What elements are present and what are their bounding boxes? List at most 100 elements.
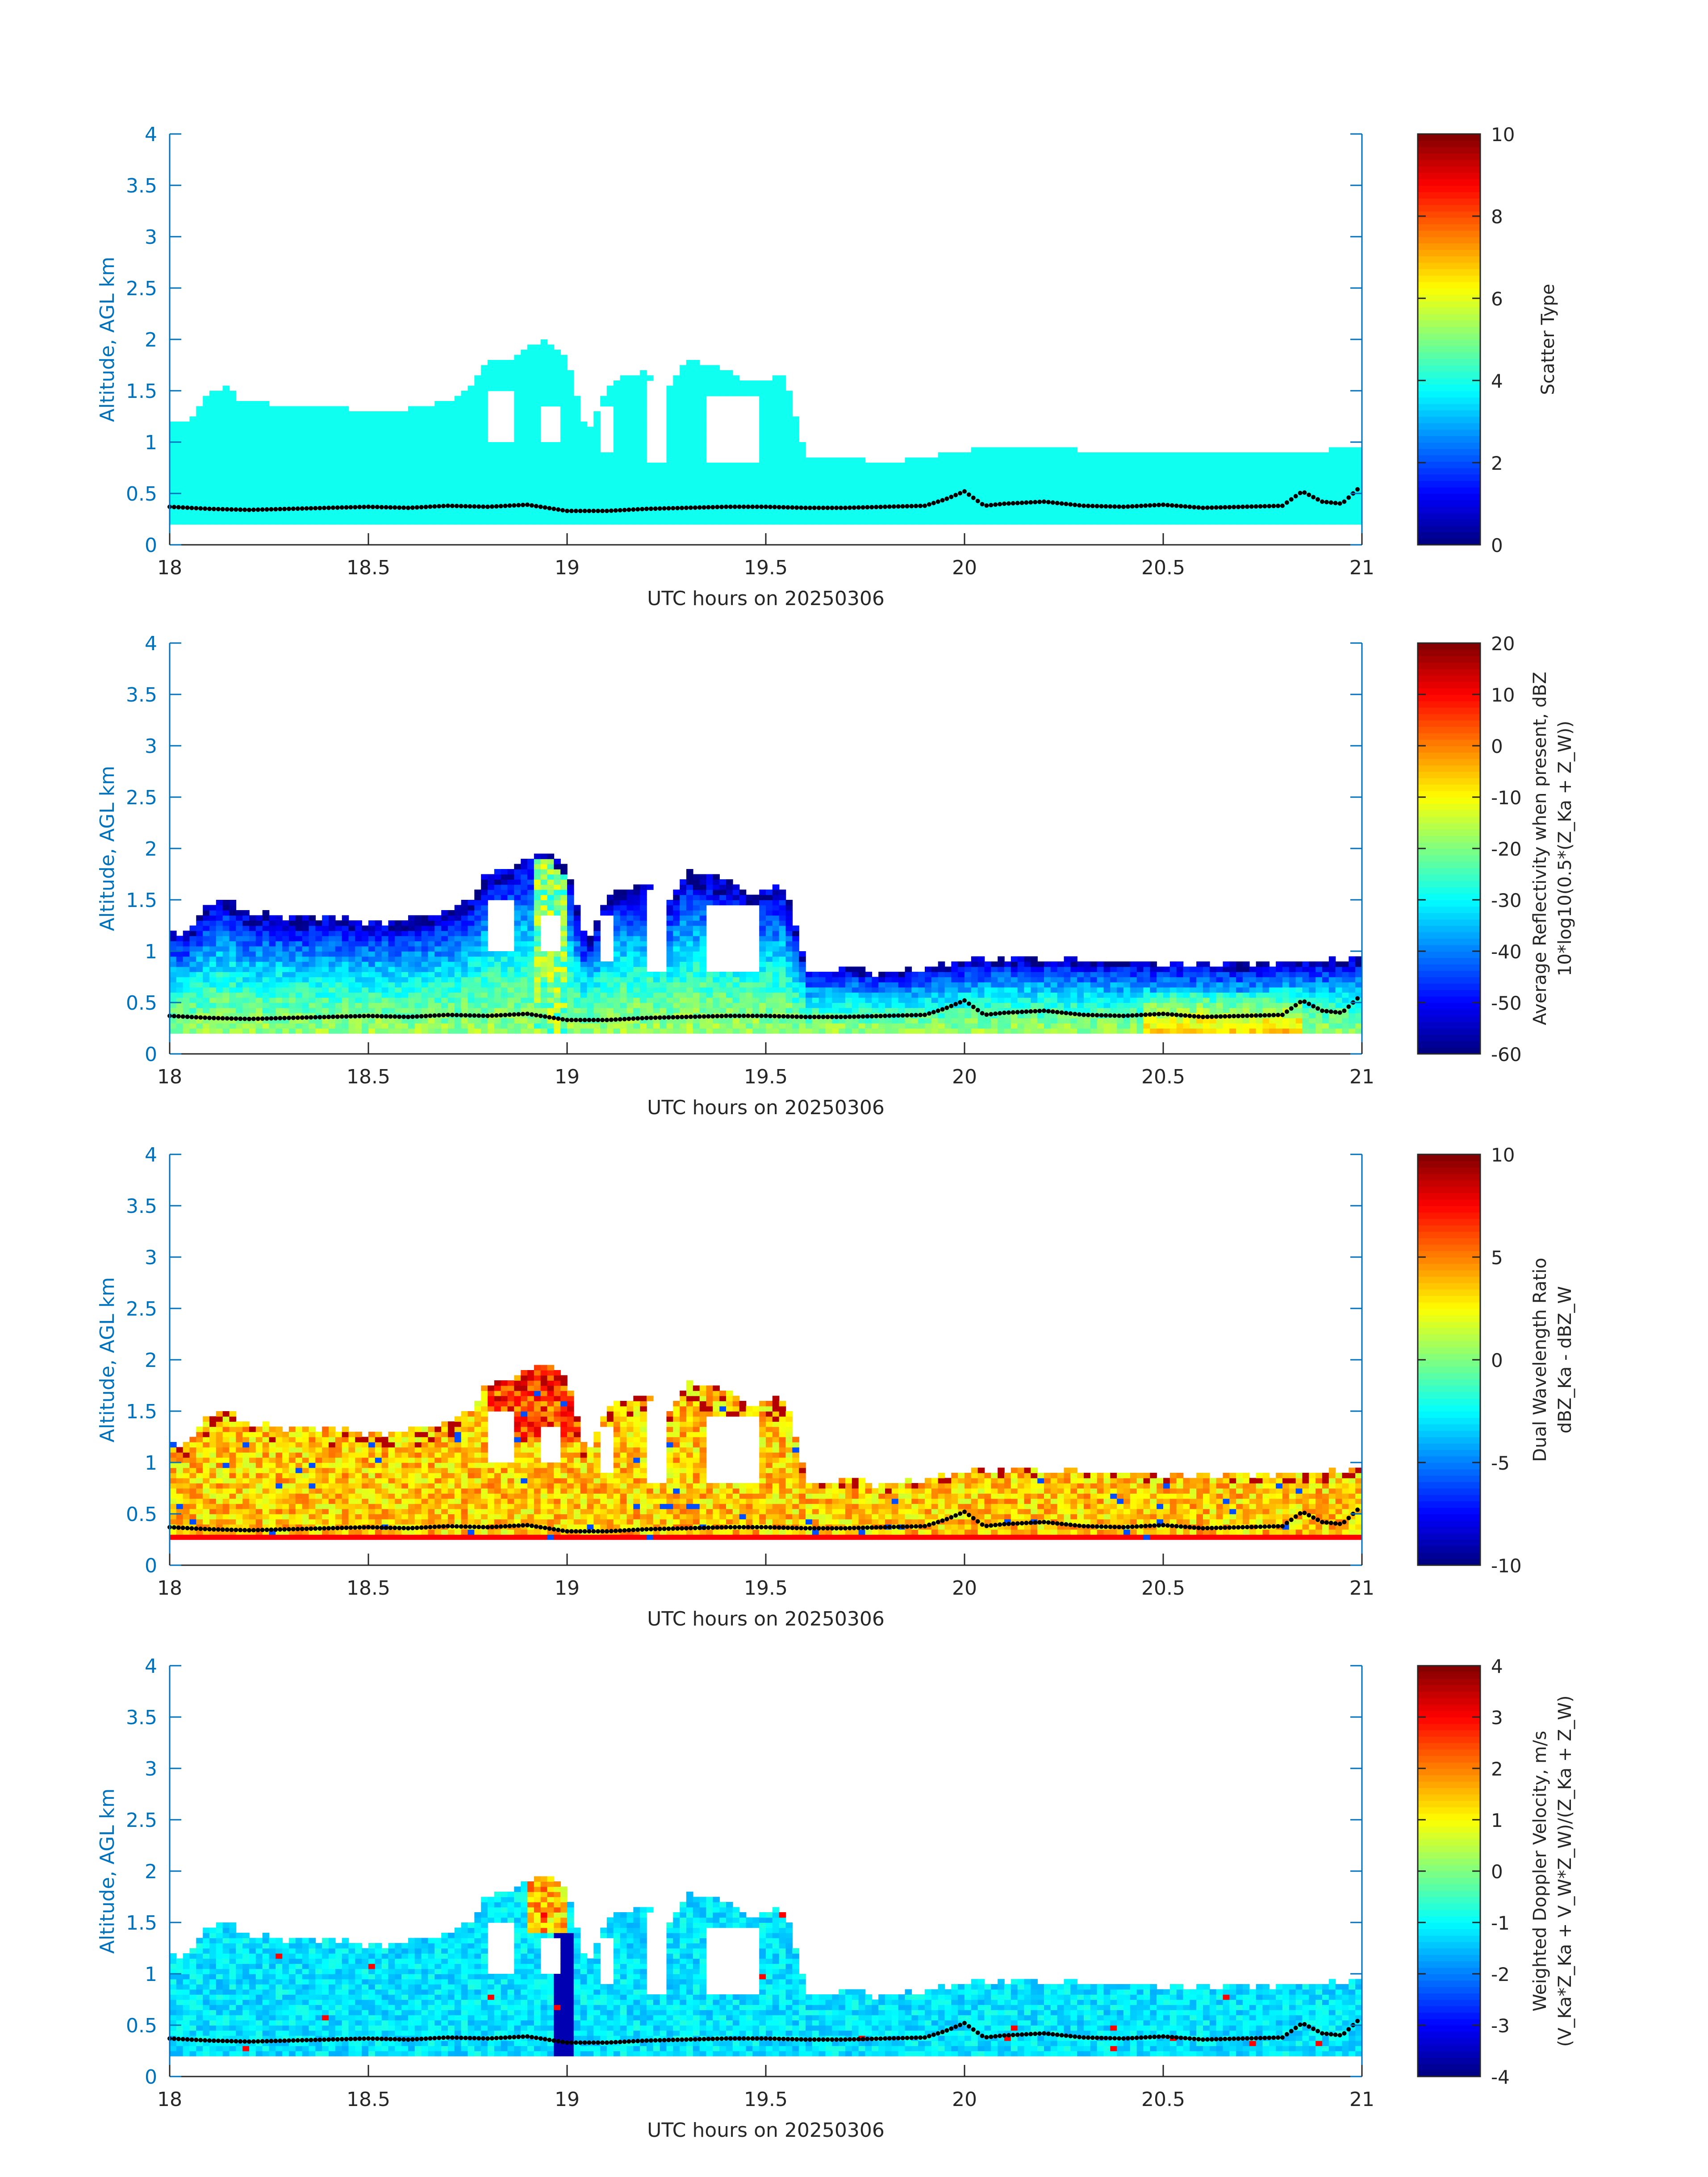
heatmap-cell (540, 370, 548, 376)
heatmap-cell (461, 488, 468, 494)
heatmap-cell (1203, 463, 1210, 468)
cloud-base-dot (366, 504, 371, 509)
heatmap-cell (1262, 468, 1270, 473)
heatmap-cell (468, 498, 475, 504)
heatmap-cell (1249, 478, 1257, 484)
heatmap-cell (600, 463, 607, 468)
heatmap-cell (355, 426, 362, 432)
heatmap-cell (183, 982, 190, 988)
heatmap-cell (534, 385, 541, 391)
heatmap-cell (421, 432, 429, 438)
heatmap-cell (474, 478, 481, 484)
heatmap-cell (865, 493, 873, 499)
heatmap-cell (329, 1003, 336, 1008)
heatmap-cell (428, 1023, 435, 1029)
heatmap-cell (1117, 509, 1124, 514)
heatmap-cell (540, 360, 548, 366)
heatmap-cell (269, 478, 276, 484)
heatmap-cell (527, 380, 535, 386)
heatmap-cell (289, 488, 296, 494)
heatmap-cell (806, 514, 813, 520)
heatmap-cell (276, 972, 283, 978)
heatmap-cell (441, 931, 448, 936)
heatmap-cell (931, 488, 939, 494)
heatmap-cell (368, 1023, 376, 1029)
heatmap-cell (481, 890, 488, 895)
cloud-base-dot (529, 503, 534, 508)
heatmap-cell (368, 936, 376, 941)
heatmap-cell (1037, 463, 1044, 468)
heatmap-cell (1322, 457, 1329, 463)
heatmap-cell (1216, 519, 1224, 525)
heatmap-cell (1249, 473, 1257, 479)
heatmap-cell (249, 457, 256, 463)
heatmap-cell (593, 504, 601, 510)
heatmap-cell (1017, 488, 1025, 494)
heatmap-cell (1223, 488, 1230, 494)
heatmap-cell (693, 483, 700, 489)
heatmap-cell (242, 416, 250, 422)
colorbar-tick-label: 0 (1491, 535, 1503, 556)
heatmap-cell (454, 473, 462, 479)
heatmap-cell (1315, 463, 1323, 468)
heatmap-cell (1315, 478, 1323, 484)
heatmap-cell (1143, 498, 1151, 504)
heatmap-cell (329, 498, 336, 504)
heatmap-cell (1203, 483, 1210, 489)
cloud-base-dot (675, 506, 680, 510)
heatmap-cell (779, 432, 786, 438)
heatmap-cell (1017, 509, 1025, 514)
heatmap-cell (242, 447, 250, 453)
heatmap-cell (746, 509, 753, 514)
heatmap-cell (421, 514, 429, 520)
cloud-base-dot (803, 506, 808, 510)
heatmap-cell (203, 401, 210, 407)
heatmap-cell (468, 457, 475, 463)
heatmap-cell (209, 483, 217, 489)
heatmap-cell (461, 483, 468, 489)
heatmap-cell (732, 493, 740, 499)
heatmap-cell (766, 411, 773, 417)
heatmap-cell (183, 488, 190, 494)
heatmap-cell (494, 509, 501, 514)
heatmap-cell (302, 437, 309, 443)
heatmap-cell (998, 452, 1005, 458)
heatmap-cell (335, 1003, 342, 1008)
heatmap-cell (388, 1023, 396, 1029)
heatmap-cell (269, 931, 276, 936)
heatmap-cell (938, 519, 945, 525)
heatmap-cell (521, 483, 528, 489)
heatmap-cell (925, 468, 932, 473)
cloud-base-dot (225, 507, 230, 512)
heatmap-cell (342, 946, 349, 952)
heatmap-cell (673, 437, 680, 443)
heatmap-cell (381, 941, 389, 947)
heatmap-cell (1130, 498, 1137, 504)
heatmap-cell (448, 519, 455, 525)
heatmap-cell (375, 493, 382, 499)
heatmap-cell (183, 426, 190, 432)
heatmap-cell (395, 982, 402, 988)
heatmap-cell (236, 473, 243, 479)
cloud-base-dot (1267, 504, 1272, 509)
heatmap-cell (203, 452, 210, 458)
heatmap-cell (428, 411, 435, 417)
heatmap-cell (819, 493, 826, 499)
heatmap-cell (395, 925, 402, 931)
heatmap-cell (719, 375, 727, 381)
heatmap-cell (222, 463, 230, 468)
heatmap-cell (203, 478, 210, 484)
heatmap-cell (414, 426, 422, 432)
cloud-base-dot (953, 493, 958, 497)
heatmap-cell (732, 380, 740, 386)
heatmap-cell (216, 463, 223, 468)
cloud-base-dot (1165, 503, 1170, 508)
heatmap-cell (414, 972, 422, 978)
heatmap-cell (441, 961, 448, 967)
heatmap-cell (1017, 519, 1025, 525)
heatmap-cell (580, 457, 588, 463)
heatmap-cell (203, 442, 210, 448)
heatmap-cell (348, 498, 356, 504)
heatmap-cell (501, 488, 508, 494)
